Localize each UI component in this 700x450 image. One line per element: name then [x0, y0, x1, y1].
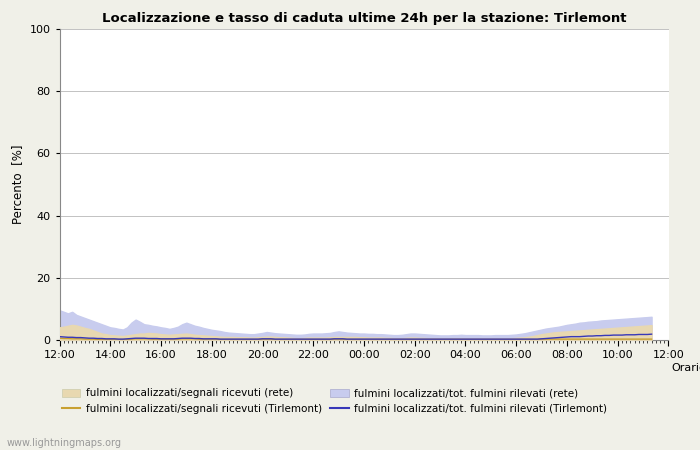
Text: www.lightningmaps.org: www.lightningmaps.org [7, 438, 122, 448]
Y-axis label: Percento  [%]: Percento [%] [11, 145, 24, 224]
Title: Localizzazione e tasso di caduta ultime 24h per la stazione: Tirlemont: Localizzazione e tasso di caduta ultime … [102, 12, 626, 25]
Legend: fulmini localizzati/segnali ricevuti (rete), fulmini localizzati/segnali ricevut: fulmini localizzati/segnali ricevuti (re… [62, 388, 607, 414]
Text: Orario: Orario [671, 363, 700, 373]
